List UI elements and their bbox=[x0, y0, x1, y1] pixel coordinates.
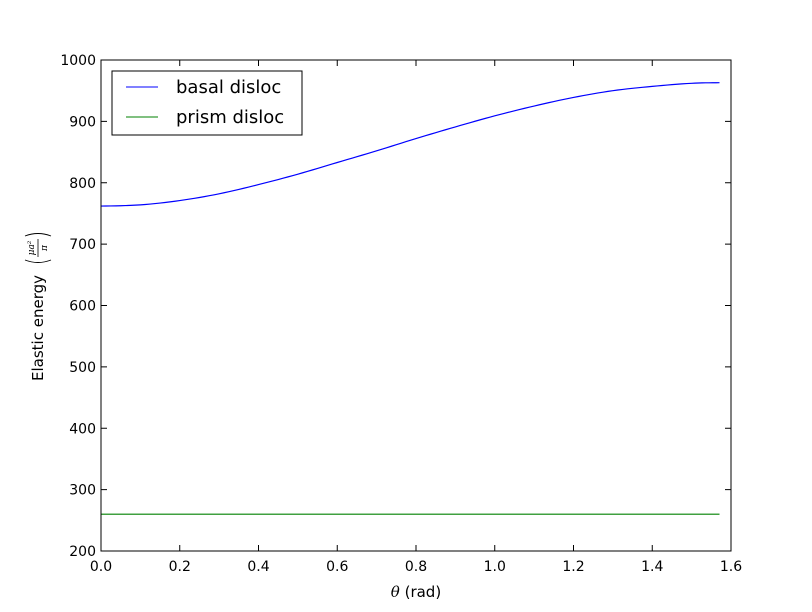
legend-box bbox=[111, 70, 303, 136]
plot-background bbox=[101, 60, 731, 551]
legend-label-prism: prism disloc bbox=[176, 107, 284, 128]
plot-frame bbox=[100, 59, 732, 552]
y-tick-label: 300 bbox=[69, 483, 96, 499]
y-tick-label: 600 bbox=[69, 299, 96, 315]
legend-label-basal: basal disloc bbox=[176, 77, 281, 98]
legend: basal disloc prism disloc bbox=[111, 70, 303, 136]
x-tick-label: 1.0 bbox=[484, 559, 506, 575]
y-axis-unit: μa² π bbox=[24, 233, 52, 263]
y-tick-label: 700 bbox=[69, 237, 96, 253]
x-axis-label: θ (rad) bbox=[391, 583, 441, 601]
y-tick-label: 1000 bbox=[60, 53, 96, 69]
x-tick-label: 0.4 bbox=[247, 559, 269, 575]
x-tick-label: 1.2 bbox=[562, 559, 584, 575]
y-tick-label: 200 bbox=[69, 544, 96, 560]
series-line-basal bbox=[100, 82, 720, 207]
x-axis-unit: (rad) bbox=[400, 583, 441, 601]
y-tick-label: 800 bbox=[69, 176, 96, 192]
svg-text:θ (rad): θ (rad) bbox=[391, 583, 441, 601]
x-tick-label: 0.6 bbox=[326, 559, 348, 575]
x-tick-label: 0.0 bbox=[90, 559, 112, 575]
ticks-layer: 0.0 0.2 0.4 0.6 0.8 1.0 1.2 1.4 1.6 200 300 400 500 6… bbox=[60, 53, 742, 575]
x-tick-label: 1.4 bbox=[641, 559, 663, 575]
y-axis-label-text: Elastic energy bbox=[29, 275, 47, 381]
y-tick-label: 900 bbox=[69, 114, 96, 130]
y-axis-label: Elastic energy μa² π bbox=[24, 233, 52, 381]
series-layer bbox=[100, 82, 720, 515]
y-axis-unit-denominator: π bbox=[40, 244, 50, 252]
x-tick-label: 0.8 bbox=[405, 559, 427, 575]
y-axis-unit-numerator: μa² bbox=[27, 240, 37, 255]
x-axis-variable: θ bbox=[391, 583, 400, 601]
y-tick-label: 500 bbox=[69, 360, 96, 376]
x-tick-label: 1.6 bbox=[720, 559, 742, 575]
x-tick-label: 0.2 bbox=[169, 559, 191, 575]
y-tick-label: 400 bbox=[69, 421, 96, 437]
